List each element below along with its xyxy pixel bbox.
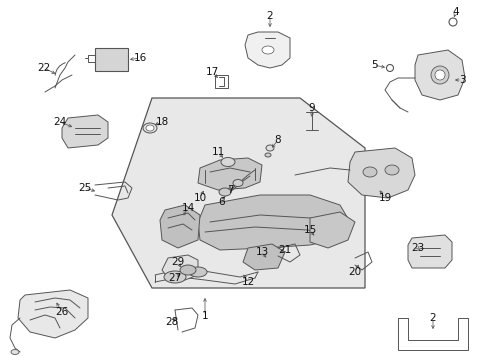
Text: 15: 15: [303, 225, 316, 235]
Text: 23: 23: [410, 243, 424, 253]
Text: 13: 13: [255, 247, 268, 257]
Text: 18: 18: [155, 117, 168, 127]
Ellipse shape: [386, 64, 393, 72]
Ellipse shape: [448, 18, 456, 26]
Polygon shape: [309, 212, 354, 248]
Ellipse shape: [384, 165, 398, 175]
Ellipse shape: [146, 125, 154, 131]
Text: 5: 5: [370, 60, 377, 70]
Ellipse shape: [265, 145, 273, 151]
Text: 8: 8: [274, 135, 281, 145]
Polygon shape: [243, 244, 285, 270]
Polygon shape: [414, 50, 464, 100]
Text: 1: 1: [201, 311, 208, 321]
Text: 29: 29: [171, 257, 184, 267]
Text: 17: 17: [205, 67, 218, 77]
Ellipse shape: [11, 350, 19, 355]
Text: 9: 9: [308, 103, 315, 113]
Polygon shape: [62, 115, 108, 148]
Text: 12: 12: [241, 277, 254, 287]
Text: 20: 20: [348, 267, 361, 277]
Ellipse shape: [189, 267, 206, 277]
Polygon shape: [244, 32, 289, 68]
FancyBboxPatch shape: [94, 48, 127, 71]
Text: 27: 27: [168, 273, 181, 283]
Ellipse shape: [219, 188, 230, 196]
Ellipse shape: [262, 46, 273, 54]
Ellipse shape: [362, 167, 376, 177]
Text: 14: 14: [181, 203, 194, 213]
Ellipse shape: [180, 265, 196, 275]
Text: 3: 3: [458, 75, 465, 85]
Text: 21: 21: [278, 245, 291, 255]
Text: 10: 10: [193, 193, 206, 203]
Text: 28: 28: [165, 317, 178, 327]
Text: 4: 4: [452, 7, 458, 17]
Ellipse shape: [232, 180, 243, 186]
Ellipse shape: [142, 123, 157, 133]
Polygon shape: [18, 290, 88, 338]
Polygon shape: [347, 148, 414, 198]
Polygon shape: [407, 235, 451, 268]
Polygon shape: [112, 98, 364, 288]
Ellipse shape: [221, 158, 235, 166]
Text: 24: 24: [53, 117, 66, 127]
Text: 2: 2: [266, 11, 273, 21]
Polygon shape: [198, 195, 349, 250]
Ellipse shape: [163, 271, 185, 283]
Text: 25: 25: [78, 183, 91, 193]
Ellipse shape: [264, 153, 270, 157]
Polygon shape: [160, 205, 200, 248]
Text: 19: 19: [378, 193, 391, 203]
Text: 2: 2: [429, 313, 435, 323]
Ellipse shape: [430, 66, 448, 84]
Text: 7: 7: [226, 185, 233, 195]
Polygon shape: [198, 158, 262, 190]
Text: 16: 16: [133, 53, 146, 63]
Ellipse shape: [434, 70, 444, 80]
Polygon shape: [162, 255, 198, 280]
Text: 22: 22: [37, 63, 51, 73]
Text: 6: 6: [218, 197, 225, 207]
Text: 11: 11: [211, 147, 224, 157]
Text: 26: 26: [55, 307, 68, 317]
